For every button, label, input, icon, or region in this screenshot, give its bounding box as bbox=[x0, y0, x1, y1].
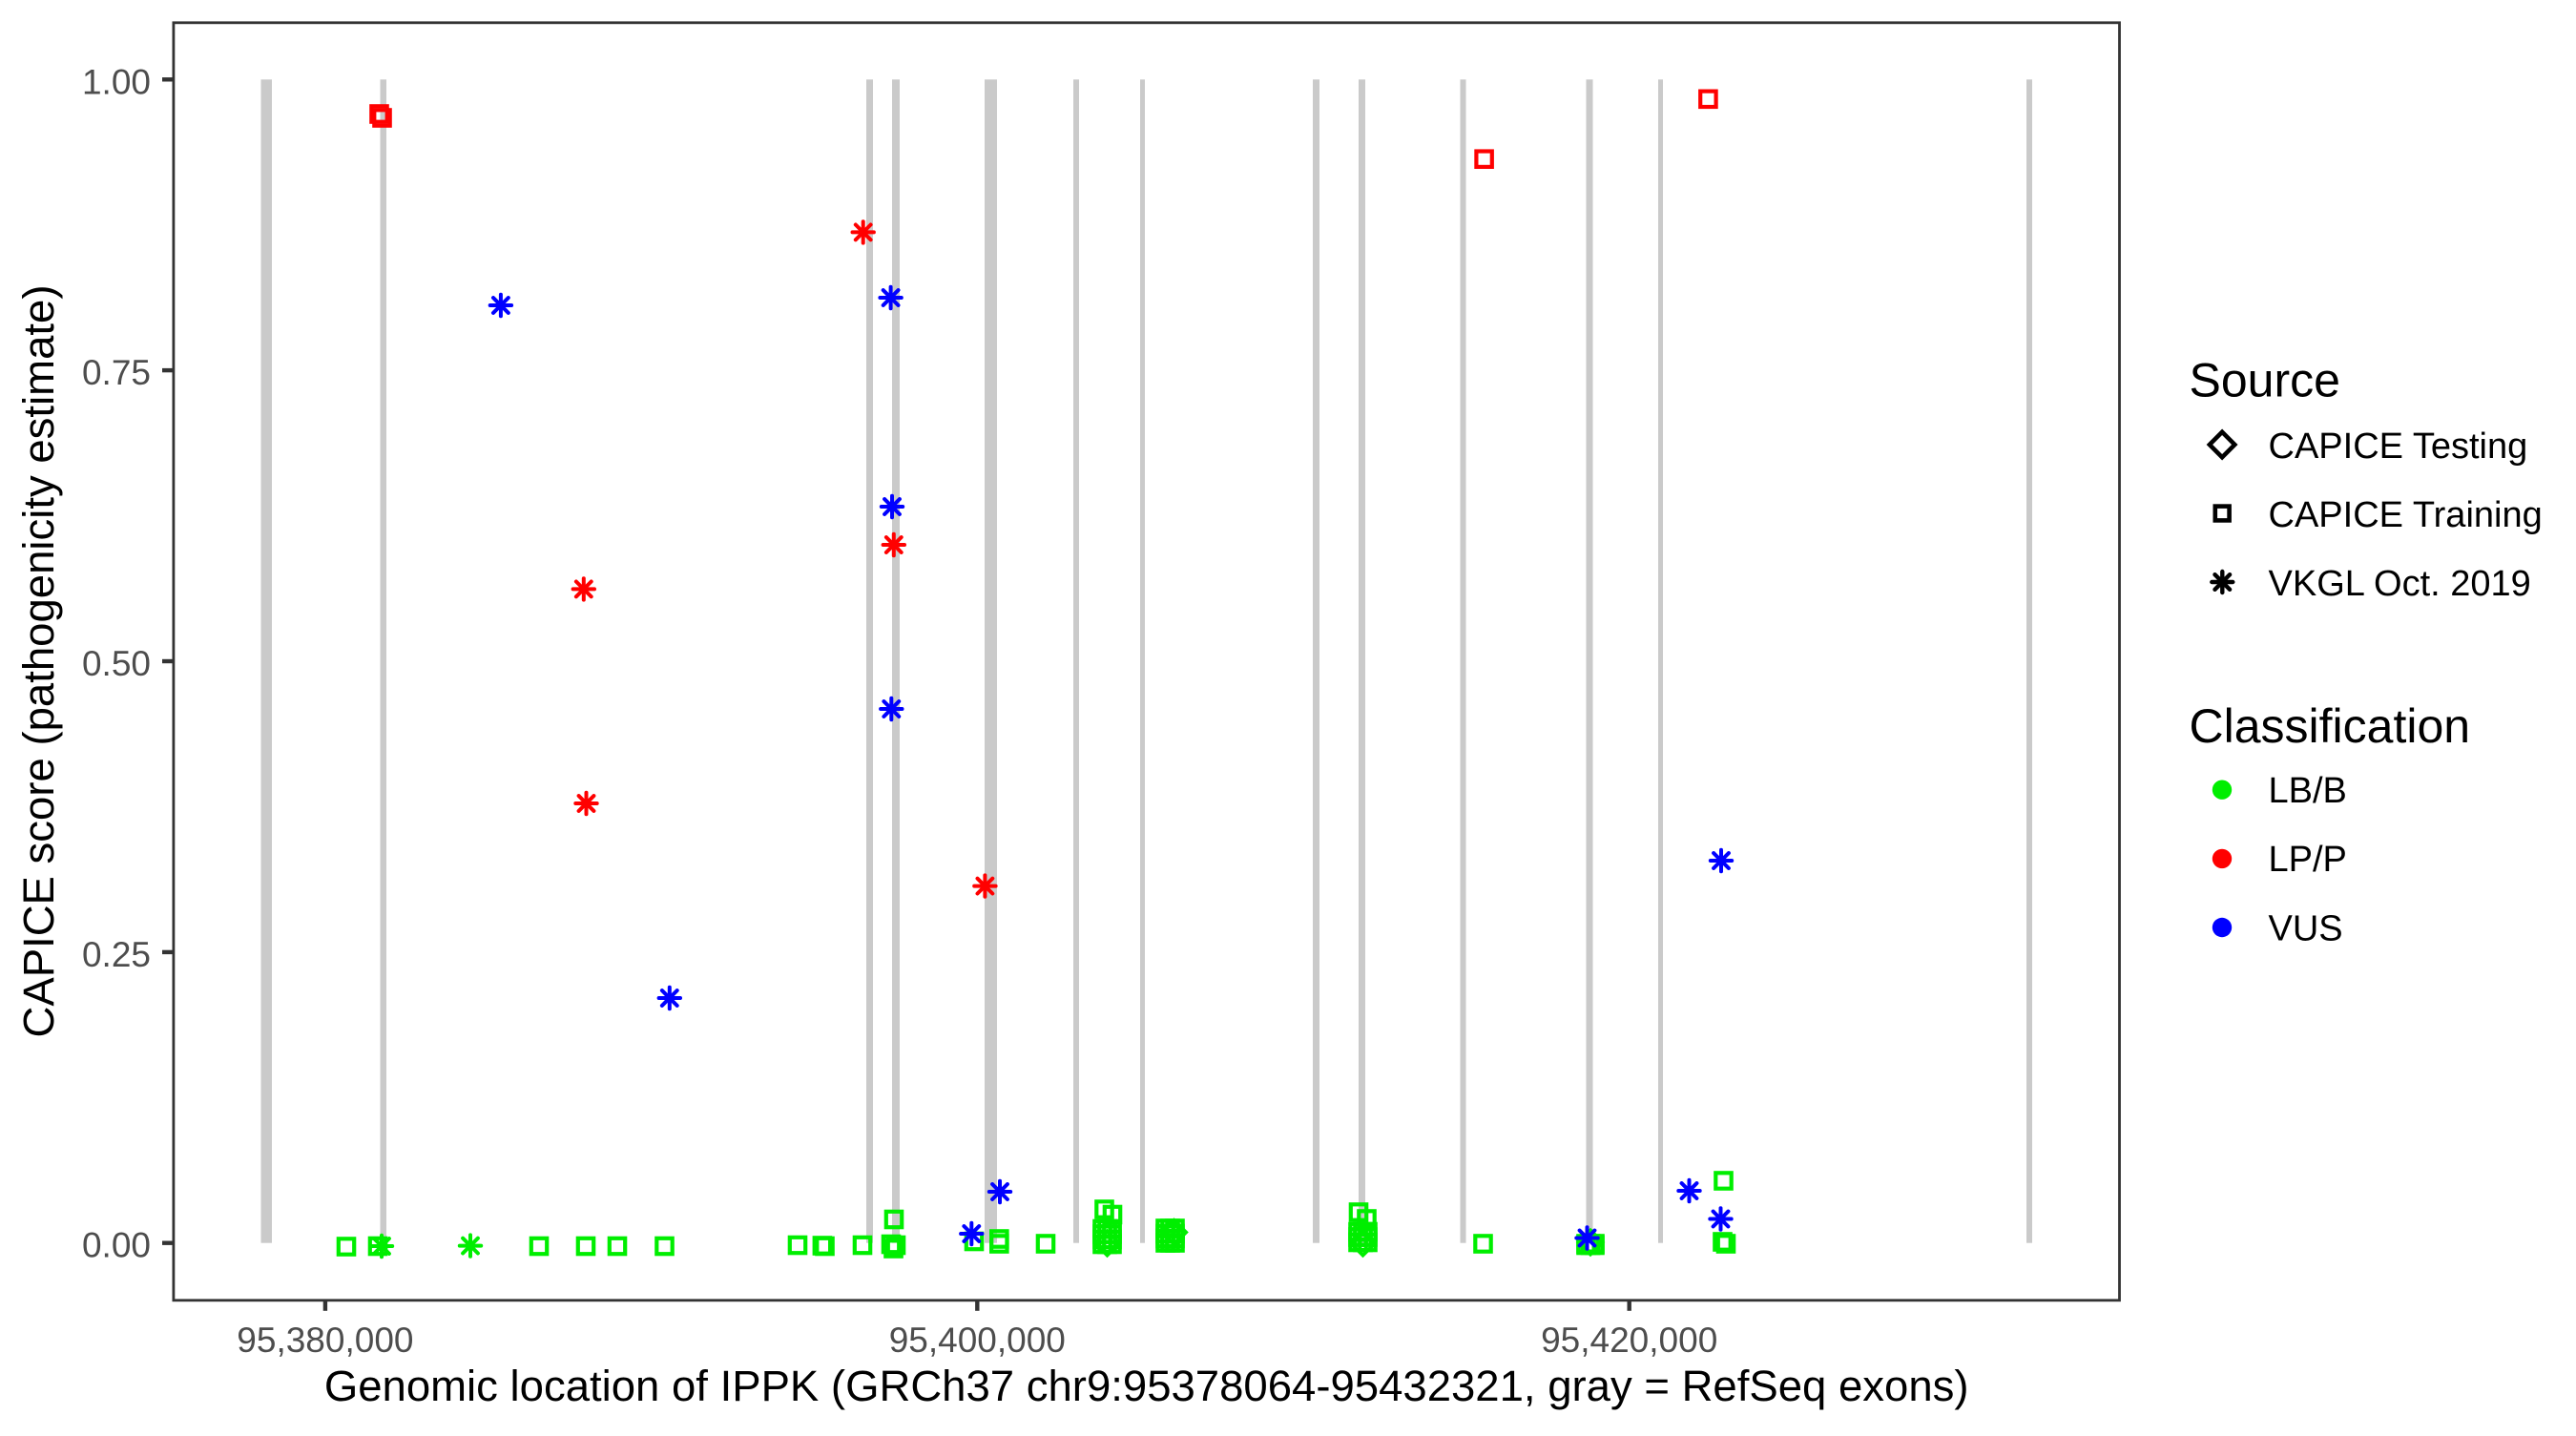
svg-text:95,420,000: 95,420,000 bbox=[1541, 1321, 1717, 1360]
svg-text:1.00: 1.00 bbox=[82, 62, 151, 101]
svg-text:95,380,000: 95,380,000 bbox=[237, 1321, 413, 1360]
svg-text:Classification: Classification bbox=[2190, 699, 2471, 753]
svg-text:CAPICE Testing: CAPICE Testing bbox=[2269, 427, 2528, 467]
svg-text:Source: Source bbox=[2190, 354, 2340, 407]
svg-text:CAPICE Training: CAPICE Training bbox=[2269, 495, 2543, 535]
svg-text:Genomic location of IPPK (GRCh: Genomic location of IPPK (GRCh37 chr9:95… bbox=[324, 1362, 1969, 1410]
svg-text:VKGL Oct. 2019: VKGL Oct. 2019 bbox=[2269, 564, 2531, 604]
svg-text:0.00: 0.00 bbox=[82, 1226, 151, 1265]
svg-text:0.50: 0.50 bbox=[82, 644, 151, 683]
svg-text:VUS: VUS bbox=[2269, 908, 2343, 948]
svg-text:0.25: 0.25 bbox=[82, 935, 151, 974]
svg-text:CAPICE score (pathogenicity es: CAPICE score (pathogenicity estimate) bbox=[14, 285, 63, 1038]
svg-text:LP/P: LP/P bbox=[2269, 840, 2347, 880]
svg-text:LB/B: LB/B bbox=[2269, 771, 2347, 811]
svg-text:0.75: 0.75 bbox=[82, 353, 151, 392]
svg-text:95,400,000: 95,400,000 bbox=[889, 1321, 1066, 1360]
